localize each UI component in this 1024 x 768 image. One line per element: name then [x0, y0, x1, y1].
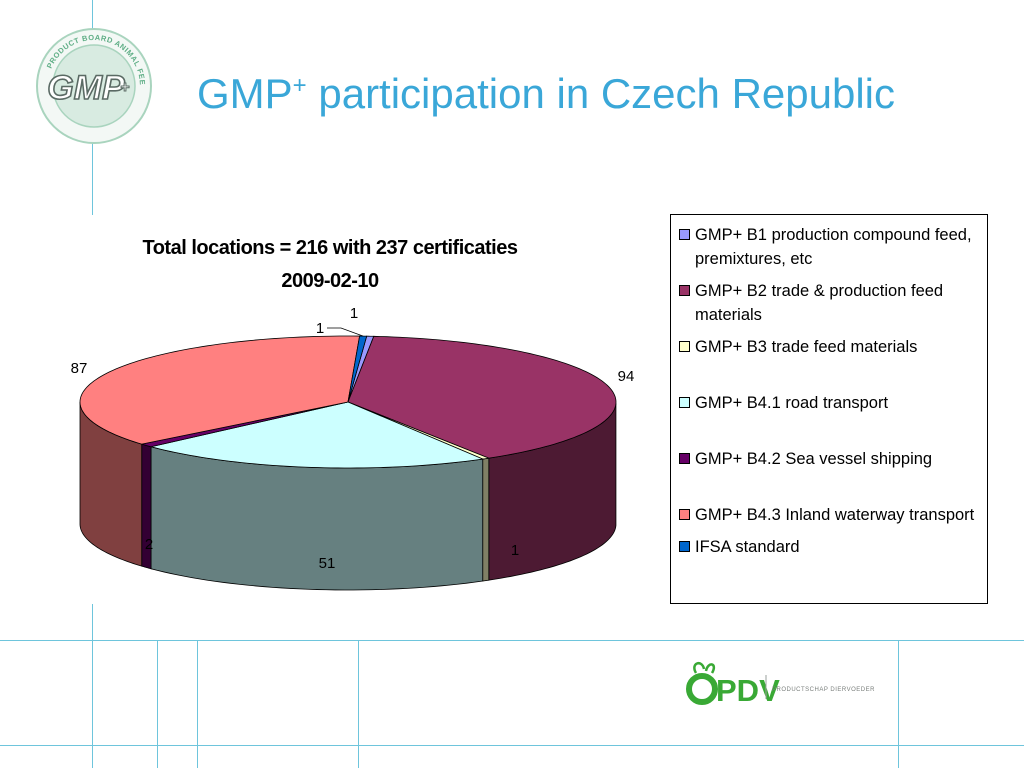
page-title-sup: + [292, 72, 307, 99]
legend-label-b1: GMP+ B1 production compound feed, premix… [695, 226, 972, 268]
page-title-main: GMP [197, 70, 293, 117]
legend-item-b43: GMP+ B4.3 Inland waterway transport [679, 503, 981, 527]
pie-slice-1 [347, 335, 617, 459]
legend-item-b2: GMP+ B2 trade & production feed material… [679, 279, 981, 327]
frame-line-footer-1 [157, 640, 158, 768]
legend-label-b3: GMP+ B3 trade feed materials [695, 338, 918, 356]
legend-item-ifsa: IFSA standard [679, 535, 981, 559]
frame-line-footer-4 [898, 640, 899, 768]
legend-swatch-ifsa [679, 541, 690, 552]
pie-data-label-6: 1 [316, 320, 324, 337]
frame-line-bottom-1 [0, 640, 1024, 641]
pie-slice-5 [79, 335, 361, 445]
chart-legend: GMP+ B1 production compound feed, premix… [670, 214, 988, 604]
page-title-rest: participation in Czech Republic [306, 70, 895, 117]
pie-sides [79, 402, 617, 591]
pie-tops [79, 335, 617, 469]
page-title: GMP+ participation in Czech Republic [197, 70, 895, 118]
legend-item-b41: GMP+ B4.1 road transport [679, 391, 981, 439]
legend-swatch-b42 [679, 453, 690, 464]
pie-slice-3 [150, 401, 485, 469]
pie-side-3 [150, 446, 484, 591]
legend-swatch-b1 [679, 229, 690, 240]
legend-label-b41: GMP+ B4.1 road transport [695, 394, 889, 412]
pie-data-label-1: 94 [618, 368, 635, 385]
logo-mark-sup: + [120, 79, 129, 96]
pdv-logo: PDV PRODUCTSCHAP DIERVOEDER [680, 655, 895, 715]
pie-data-label-0: 1 [350, 305, 358, 322]
logo-mark: GMP [47, 69, 125, 107]
pie-data-label-5: 87 [71, 360, 88, 377]
gmp-logo: PRODUCT BOARD ANIMAL FEED GMP + [34, 26, 152, 144]
legend-swatch-b3 [679, 341, 690, 352]
legend-item-b42: GMP+ B4.2 Sea vessel shipping [679, 447, 981, 495]
pdv-tagline: PRODUCTSCHAP DIERVOEDER [772, 687, 875, 693]
legend-swatch-b41 [679, 397, 690, 408]
pie-leader-line [327, 327, 364, 337]
legend-item-b1: GMP+ B1 production compound feed, premix… [679, 223, 981, 271]
pie-data-label-3: 51 [319, 555, 336, 572]
pie-chart: 1 94 1 51 2 87 1 [71, 305, 635, 591]
legend-label-b2: GMP+ B2 trade & production feed material… [695, 282, 944, 324]
legend-label-ifsa: IFSA standard [695, 538, 800, 556]
pie-side-2 [482, 457, 490, 582]
legend-swatch-b2 [679, 285, 690, 296]
legend-label-b42: GMP+ B4.2 Sea vessel shipping [695, 450, 933, 468]
frame-line-left-bottom [92, 604, 93, 768]
legend-item-b3: GMP+ B3 trade feed materials [679, 335, 981, 383]
legend-swatch-b43 [679, 509, 690, 520]
chart-title: Total locations = 216 with 237 certifica… [142, 237, 518, 259]
frame-line-bottom-2 [0, 745, 1024, 746]
legend-label-b43: GMP+ B4.3 Inland waterway transport [695, 506, 975, 524]
pdv-brand: PDV [716, 673, 780, 708]
pie-data-label-2: 1 [511, 542, 519, 559]
pie-data-label-4: 2 [145, 536, 153, 553]
pie-labels: 1 94 1 51 2 87 1 [71, 305, 635, 572]
chart-subtitle: 2009-02-10 [281, 270, 379, 292]
frame-line-footer-2 [197, 640, 198, 768]
frame-line-footer-3 [358, 640, 359, 768]
